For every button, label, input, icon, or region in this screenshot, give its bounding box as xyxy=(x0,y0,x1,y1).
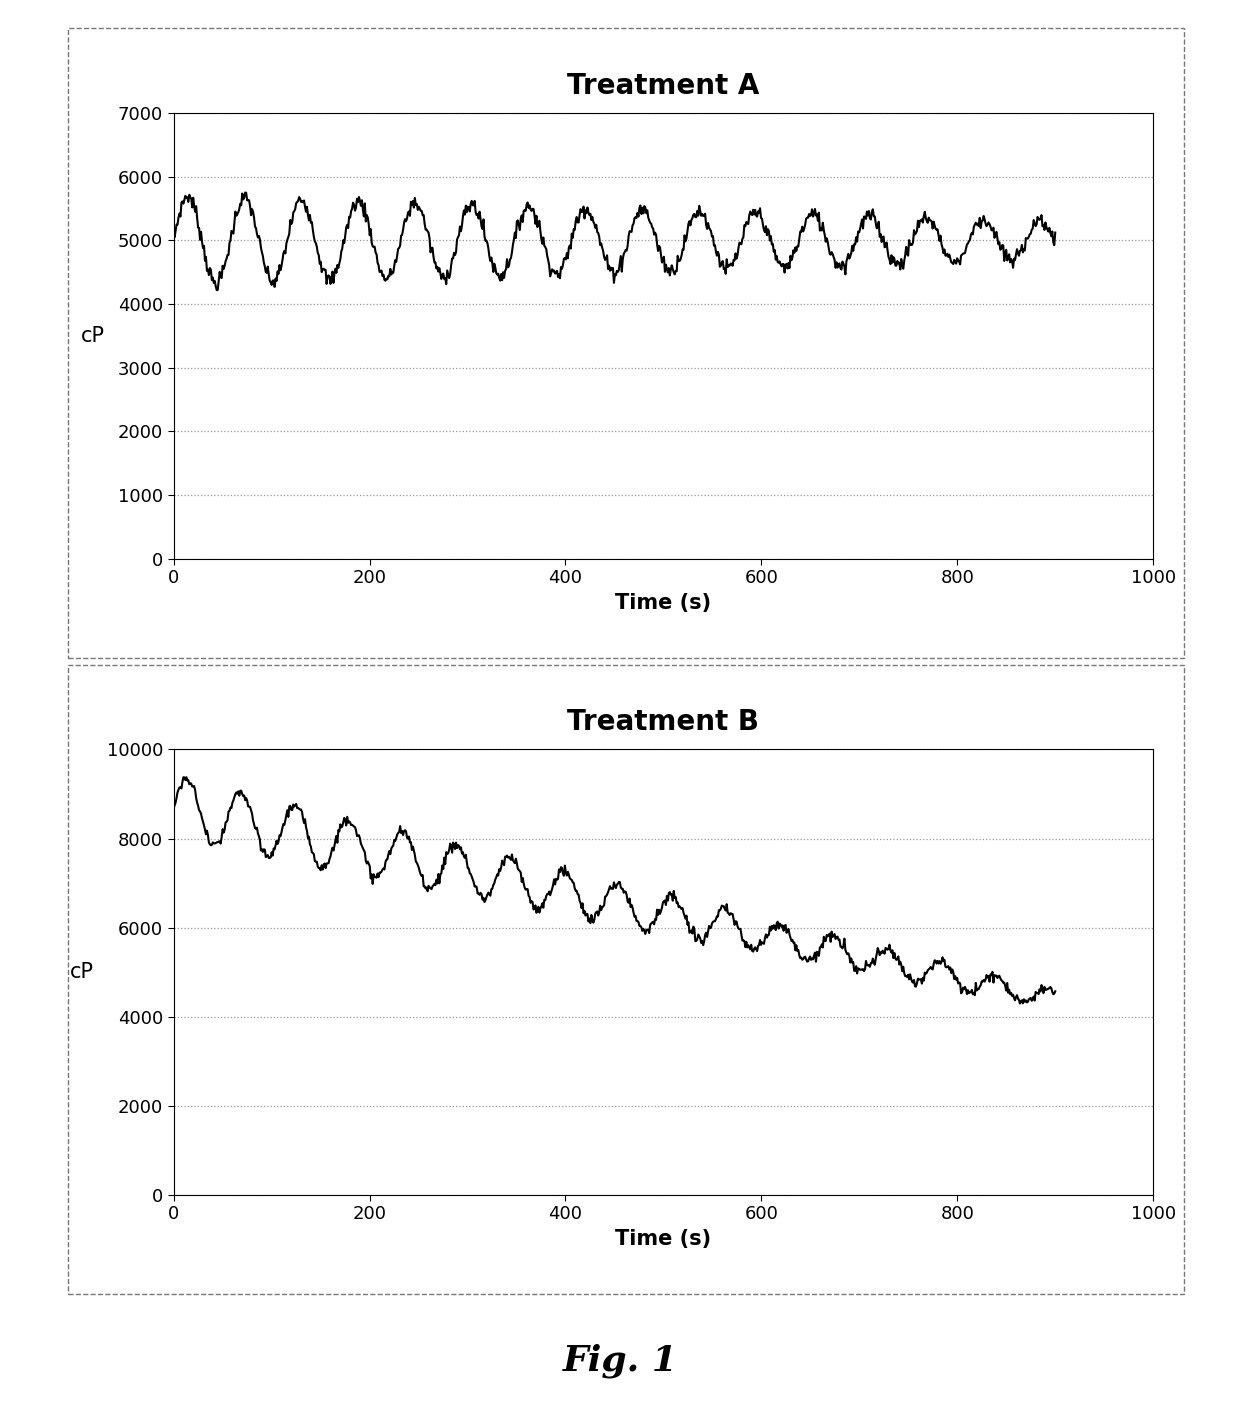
Title: Treatment A: Treatment A xyxy=(567,72,760,99)
X-axis label: Time (s): Time (s) xyxy=(615,592,712,612)
Title: Treatment B: Treatment B xyxy=(568,708,759,735)
Text: Fig. 1: Fig. 1 xyxy=(563,1343,677,1377)
Y-axis label: cP: cP xyxy=(81,325,105,346)
Y-axis label: cP: cP xyxy=(69,962,94,983)
X-axis label: Time (s): Time (s) xyxy=(615,1229,712,1249)
